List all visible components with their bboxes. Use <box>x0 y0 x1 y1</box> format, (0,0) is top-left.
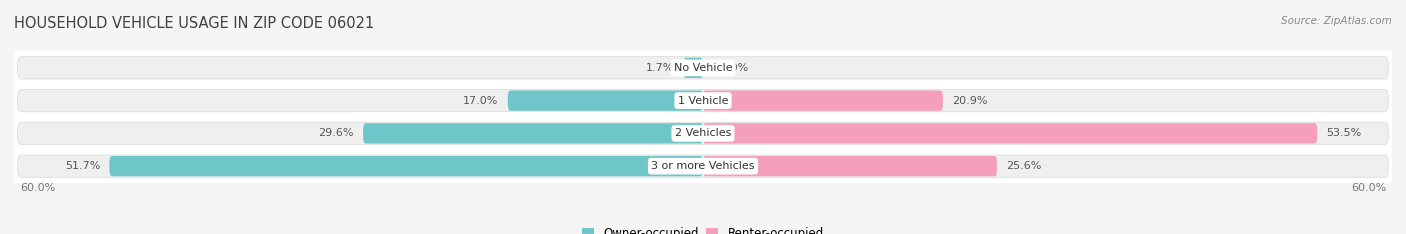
Text: 51.7%: 51.7% <box>65 161 100 171</box>
FancyBboxPatch shape <box>17 155 1389 177</box>
Legend: Owner-occupied, Renter-occupied: Owner-occupied, Renter-occupied <box>578 222 828 234</box>
FancyBboxPatch shape <box>703 91 943 111</box>
FancyBboxPatch shape <box>508 91 703 111</box>
FancyBboxPatch shape <box>683 58 703 78</box>
Text: 1 Vehicle: 1 Vehicle <box>678 96 728 106</box>
FancyBboxPatch shape <box>17 57 1389 79</box>
Text: 17.0%: 17.0% <box>463 96 499 106</box>
FancyBboxPatch shape <box>363 123 703 143</box>
FancyBboxPatch shape <box>703 156 997 176</box>
FancyBboxPatch shape <box>110 156 703 176</box>
Text: Source: ZipAtlas.com: Source: ZipAtlas.com <box>1281 16 1392 26</box>
Text: 53.5%: 53.5% <box>1326 128 1362 138</box>
Text: 2 Vehicles: 2 Vehicles <box>675 128 731 138</box>
Text: 0.0%: 0.0% <box>720 63 748 73</box>
Text: 29.6%: 29.6% <box>318 128 354 138</box>
Text: 60.0%: 60.0% <box>1351 183 1386 193</box>
FancyBboxPatch shape <box>17 122 1389 145</box>
Text: 20.9%: 20.9% <box>952 96 987 106</box>
Text: 60.0%: 60.0% <box>20 183 55 193</box>
Text: 3 or more Vehicles: 3 or more Vehicles <box>651 161 755 171</box>
Text: No Vehicle: No Vehicle <box>673 63 733 73</box>
Text: 25.6%: 25.6% <box>1007 161 1042 171</box>
Text: 1.7%: 1.7% <box>645 63 675 73</box>
FancyBboxPatch shape <box>17 89 1389 112</box>
Text: HOUSEHOLD VEHICLE USAGE IN ZIP CODE 06021: HOUSEHOLD VEHICLE USAGE IN ZIP CODE 0602… <box>14 16 374 31</box>
FancyBboxPatch shape <box>703 123 1317 143</box>
